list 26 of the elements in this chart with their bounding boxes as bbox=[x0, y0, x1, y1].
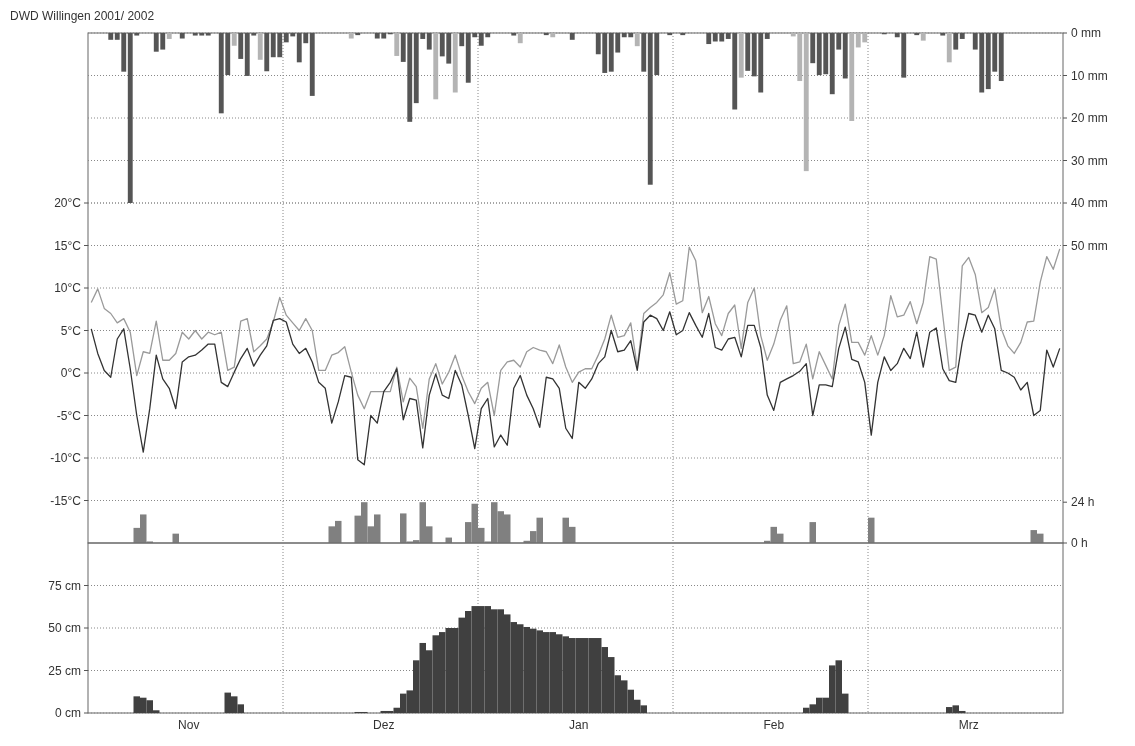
chart-title: DWD Willingen 2001/ 2002 bbox=[10, 9, 155, 23]
y-tick-label: 10°C bbox=[54, 281, 82, 296]
y-tick-label: 5°C bbox=[60, 323, 82, 338]
x-tick-label: Nov bbox=[178, 718, 200, 732]
y-tick-label: 15°C bbox=[54, 238, 82, 253]
y-tick-label: -5°C bbox=[56, 408, 82, 423]
y-tick-label: 25 cm bbox=[48, 663, 81, 678]
y-tick-label: 0°C bbox=[60, 366, 82, 381]
y2-tick-label: 10 mm bbox=[1071, 68, 1108, 83]
y3-tick-label: 0 h bbox=[1071, 536, 1088, 551]
y-tick-label: 50 cm bbox=[48, 621, 81, 636]
y-tick-label: 75 cm bbox=[48, 578, 81, 593]
y-tick-label: -10°C bbox=[50, 451, 82, 466]
y2-tick-label: 30 mm bbox=[1071, 153, 1108, 168]
y-tick-label: -15°C bbox=[50, 493, 82, 508]
x-tick-label: Mrz bbox=[958, 718, 979, 732]
y2-tick-label: 40 mm bbox=[1071, 196, 1108, 211]
x-tick-label: Jan bbox=[569, 718, 589, 732]
y-tick-label: 0 cm bbox=[54, 706, 81, 721]
y3-tick-label: 24 h bbox=[1071, 495, 1095, 510]
y2-tick-label: 0 mm bbox=[1071, 26, 1101, 41]
y2-tick-label: 50 mm bbox=[1071, 238, 1108, 253]
x-tick-label: Feb bbox=[763, 718, 785, 732]
y-tick-label: 20°C bbox=[54, 196, 82, 211]
x-tick-label: Dez bbox=[373, 718, 395, 732]
y2-tick-label: 20 mm bbox=[1071, 111, 1108, 126]
